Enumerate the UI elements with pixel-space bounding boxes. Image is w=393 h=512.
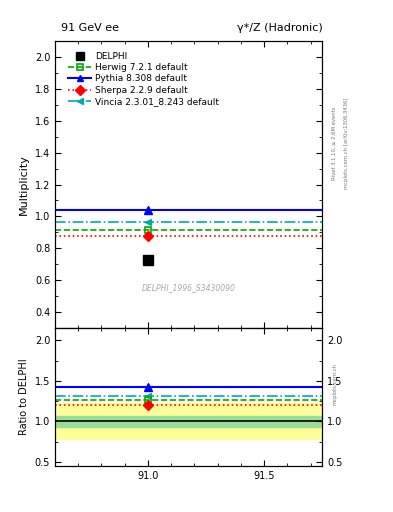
Y-axis label: Ratio to DELPHI: Ratio to DELPHI bbox=[19, 359, 29, 435]
Text: 91 GeV ee: 91 GeV ee bbox=[61, 23, 119, 33]
Text: Rivet 3.1.10, ≥ 2.6M events: Rivet 3.1.10, ≥ 2.6M events bbox=[332, 106, 337, 180]
Legend: DELPHI, Herwig 7.2.1 default, Pythia 8.308 default, Sherpa 2.2.9 default, Vincia: DELPHI, Herwig 7.2.1 default, Pythia 8.3… bbox=[65, 48, 222, 110]
Text: mcplots.cern.ch: mcplots.cern.ch bbox=[332, 363, 337, 405]
Text: DELPHI_1996_S3430090: DELPHI_1996_S3430090 bbox=[142, 284, 235, 292]
Text: γ*/Z (Hadronic): γ*/Z (Hadronic) bbox=[237, 23, 322, 33]
Bar bbox=[55, 403, 322, 439]
Text: mcplots.cern.ch [arXiv:1306.3436]: mcplots.cern.ch [arXiv:1306.3436] bbox=[344, 98, 349, 189]
Bar bbox=[55, 416, 322, 427]
Y-axis label: Multiplicity: Multiplicity bbox=[19, 154, 29, 215]
